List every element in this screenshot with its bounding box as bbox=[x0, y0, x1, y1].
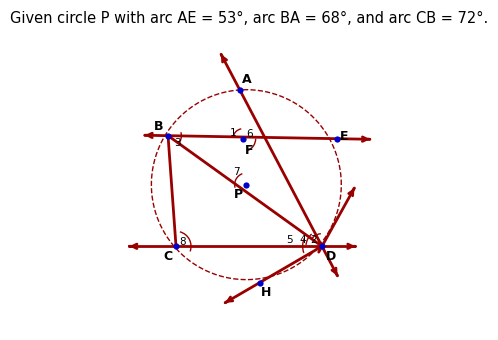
Text: 7: 7 bbox=[233, 167, 240, 177]
Text: 4: 4 bbox=[299, 235, 306, 245]
Text: H: H bbox=[261, 286, 272, 299]
Text: 2: 2 bbox=[311, 235, 317, 245]
Text: E: E bbox=[340, 130, 349, 143]
Text: 1: 1 bbox=[230, 128, 237, 138]
Text: C: C bbox=[163, 250, 172, 263]
Text: 8: 8 bbox=[180, 237, 186, 246]
Text: 6: 6 bbox=[247, 129, 253, 139]
Text: P: P bbox=[234, 188, 243, 201]
Text: F: F bbox=[245, 144, 253, 157]
Text: D: D bbox=[326, 250, 336, 263]
Text: A: A bbox=[243, 73, 252, 86]
Text: Given circle P with arc AE = 53°, arc BA = 68°, and arc CB = 72°.: Given circle P with arc AE = 53°, arc BA… bbox=[10, 11, 488, 26]
Text: 3: 3 bbox=[174, 138, 181, 148]
Text: B: B bbox=[153, 120, 163, 134]
Text: 5: 5 bbox=[286, 235, 293, 245]
